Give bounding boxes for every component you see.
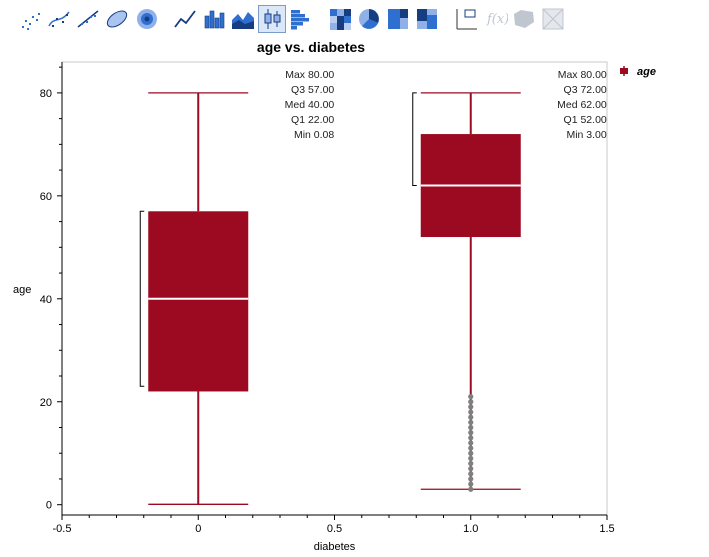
custom-icon — [542, 8, 564, 30]
outlier-point[interactable] — [468, 445, 474, 451]
x-tick-label: 0 — [195, 523, 201, 535]
shortest-half-bracket — [139, 210, 145, 387]
stat-label-q1: Q1 52.00 — [564, 114, 607, 126]
y-tick-label: 40 — [40, 294, 52, 306]
treemap-button[interactable] — [384, 5, 412, 33]
mosaic-button[interactable] — [413, 5, 441, 33]
stat-label-min: Min 3.00 — [566, 129, 606, 141]
y-tick-label: 80 — [40, 88, 52, 100]
box-plot-button[interactable] — [258, 5, 286, 33]
legend-swatch — [620, 68, 628, 74]
box-plot-group-0[interactable]: Max 80.00 Q3 57.00 Med 40.00 Q1 22.00 Min 0.… — [139, 69, 335, 505]
custom-button[interactable] — [539, 5, 567, 33]
contour-points-icon — [48, 11, 70, 27]
outlier-point[interactable] — [468, 481, 474, 487]
caption-box-icon — [456, 9, 477, 30]
formula-icon: f(x) — [486, 12, 508, 27]
outlier-point[interactable] — [468, 486, 474, 492]
svg-text:f(x): f(x) — [486, 12, 508, 27]
stat-label-med: Med 40.00 — [285, 99, 335, 111]
stat-label-min: Min 0.08 — [294, 129, 334, 141]
stat-label-q1: Q1 22.00 — [291, 114, 334, 126]
ellipse-button[interactable] — [103, 5, 131, 33]
outlier-point[interactable] — [468, 414, 474, 420]
area-button[interactable] — [229, 5, 257, 33]
density-button[interactable] — [132, 5, 160, 33]
density-icon — [137, 9, 157, 29]
outlier-point[interactable] — [468, 409, 474, 415]
bar-icon — [204, 10, 225, 29]
heatmap-icon — [330, 9, 351, 30]
x-tick-label: 1.0 — [463, 523, 478, 535]
histogram-icon — [291, 10, 309, 30]
x-tick-label: 1.5 — [599, 523, 614, 535]
outlier-point[interactable] — [468, 424, 474, 431]
outlier-point[interactable] — [468, 460, 474, 467]
points-button[interactable] — [16, 5, 44, 33]
y-tick-label: 0 — [46, 500, 52, 512]
area-icon — [232, 12, 254, 29]
caption-box-button[interactable] — [452, 5, 480, 33]
treemap-icon — [388, 9, 408, 29]
points-icon — [22, 13, 40, 30]
line-button[interactable] — [171, 5, 199, 33]
outlier-point[interactable] — [468, 399, 474, 405]
x-tick-label: 0.5 — [327, 523, 342, 535]
stat-label-q3: Q3 57.00 — [291, 84, 334, 96]
line-of-fit-icon — [77, 10, 99, 28]
outlier-point[interactable] — [468, 404, 474, 410]
y-tick-label: 20 — [40, 397, 52, 409]
outlier-point[interactable] — [468, 435, 474, 441]
stat-label-q3: Q3 72.00 — [564, 84, 607, 96]
formula-button[interactable]: f(x) — [481, 5, 509, 33]
outlier-point[interactable] — [468, 466, 474, 472]
legend-label: age — [637, 66, 656, 78]
histogram-button[interactable] — [287, 5, 315, 33]
stat-label-med: Med 62.00 — [557, 99, 607, 111]
stat-label-max: Max 80.00 — [285, 69, 334, 81]
pie-icon — [359, 9, 379, 29]
iqr-box[interactable] — [148, 211, 249, 392]
line-of-fit-button[interactable] — [74, 5, 102, 33]
x-tick-label: -0.5 — [53, 523, 72, 535]
map-shapes-icon — [514, 10, 534, 28]
chart-title: age vs. diabetes — [257, 39, 365, 55]
heatmap-button[interactable] — [326, 5, 354, 33]
outlier-point[interactable] — [468, 394, 474, 400]
outlier-point[interactable] — [468, 471, 474, 477]
outlier-point[interactable] — [468, 476, 474, 482]
ellipse-icon — [106, 10, 128, 28]
y-axis-label: age — [13, 284, 31, 296]
shortest-half-bracket — [412, 92, 417, 187]
stat-label-max: Max 80.00 — [558, 69, 607, 81]
box-plot-group-1[interactable]: Max 80.00 Q3 72.00 Med 62.00 Q1 52.00 Min 3.… — [412, 69, 607, 492]
x-axis-label: diabetes — [314, 541, 356, 553]
map-shapes-button[interactable] — [510, 5, 538, 33]
outlier-point[interactable] — [468, 440, 474, 446]
mosaic-icon — [417, 9, 437, 29]
plot-frame — [61, 61, 608, 516]
box-plot-icon — [264, 9, 281, 29]
outlier-point[interactable] — [468, 450, 474, 456]
bar-button[interactable] — [200, 5, 228, 33]
y-tick-label: 60 — [40, 191, 52, 203]
outlier-point[interactable] — [468, 455, 474, 461]
line-icon — [174, 10, 196, 28]
contour-points-button[interactable] — [45, 5, 73, 33]
outlier-point[interactable] — [468, 419, 474, 425]
pie-button[interactable] — [355, 5, 383, 33]
legend[interactable]: age — [620, 66, 656, 78]
outlier-point[interactable] — [468, 430, 474, 436]
